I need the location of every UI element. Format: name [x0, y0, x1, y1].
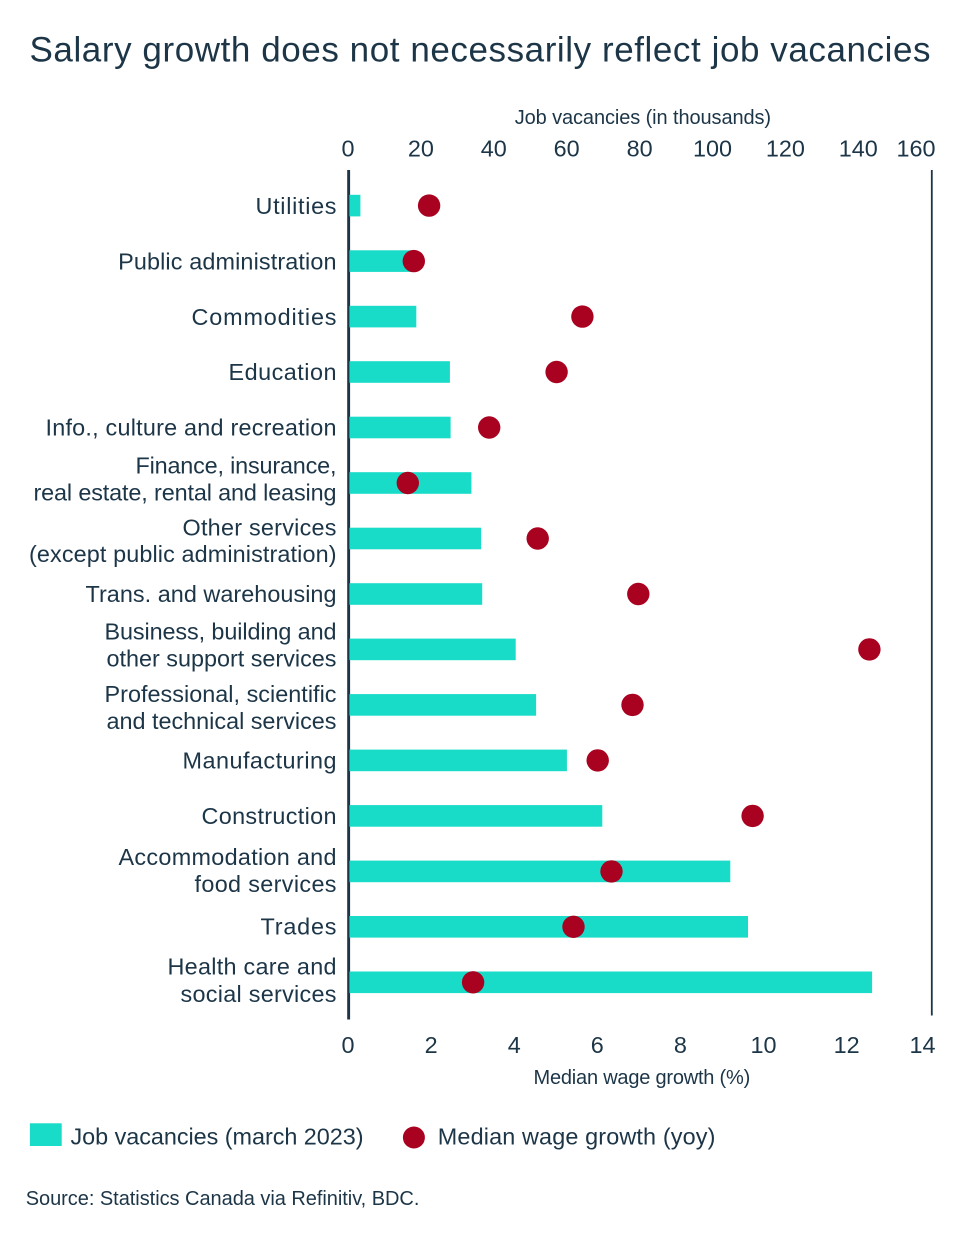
svg-text:120: 120 — [766, 135, 805, 161]
svg-text:8: 8 — [674, 1032, 687, 1058]
svg-text:10: 10 — [750, 1032, 776, 1058]
svg-text:and technical services: and technical services — [107, 708, 337, 734]
svg-text:Job vacancies (march 2023): Job vacancies (march 2023) — [71, 1123, 364, 1149]
svg-text:0: 0 — [341, 135, 354, 161]
svg-text:Job vacancies (in thousands): Job vacancies (in thousands) — [515, 107, 771, 129]
svg-text:Utilities: Utilities — [256, 193, 337, 219]
svg-text:other support services: other support services — [107, 645, 337, 671]
svg-text:Trades: Trades — [261, 914, 337, 940]
svg-text:6: 6 — [591, 1032, 604, 1058]
svg-text:14: 14 — [909, 1032, 935, 1058]
svg-text:food services: food services — [195, 871, 337, 897]
svg-text:Source: Statistics Canada via: Source: Statistics Canada via Refinitiv,… — [26, 1188, 420, 1210]
svg-text:4: 4 — [508, 1032, 521, 1058]
svg-text:Manufacturing: Manufacturing — [183, 748, 337, 774]
svg-text:real estate, rental and leasin: real estate, rental and leasing — [34, 479, 337, 505]
svg-text:Info., culture and recreation: Info., culture and recreation — [46, 415, 337, 441]
svg-text:Health care and: Health care and — [168, 954, 337, 980]
svg-text:20: 20 — [408, 135, 434, 161]
svg-text:Median wage growth (%): Median wage growth (%) — [534, 1067, 751, 1089]
svg-text:Trans. and warehousing: Trans. and warehousing — [86, 581, 337, 607]
svg-text:Finance, insurance,: Finance, insurance, — [136, 453, 337, 479]
svg-text:0: 0 — [341, 1032, 354, 1058]
svg-text:Commodities: Commodities — [192, 304, 337, 330]
svg-text:12: 12 — [834, 1032, 860, 1058]
svg-text:Public administration: Public administration — [118, 248, 336, 274]
svg-text:Salary growth does not necessa: Salary growth does not necessarily refle… — [30, 31, 931, 70]
svg-text:Median wage growth (yoy): Median wage growth (yoy) — [438, 1123, 716, 1149]
svg-text:Professional, scientific: Professional, scientific — [105, 681, 337, 707]
svg-text:Accommodation and: Accommodation and — [119, 844, 337, 870]
svg-text:(except public administration): (except public administration) — [29, 541, 337, 567]
svg-text:Education: Education — [229, 359, 337, 385]
svg-text:social services: social services — [181, 981, 337, 1007]
svg-text:60: 60 — [554, 135, 580, 161]
svg-text:140: 140 — [839, 135, 878, 161]
svg-text:80: 80 — [627, 135, 653, 161]
svg-text:Other services: Other services — [183, 515, 337, 541]
svg-text:2: 2 — [425, 1032, 438, 1058]
svg-text:Business, building and: Business, building and — [105, 618, 337, 644]
svg-text:Construction: Construction — [202, 803, 337, 829]
svg-text:100: 100 — [693, 135, 732, 161]
svg-text:160: 160 — [896, 135, 935, 161]
svg-text:40: 40 — [481, 135, 507, 161]
